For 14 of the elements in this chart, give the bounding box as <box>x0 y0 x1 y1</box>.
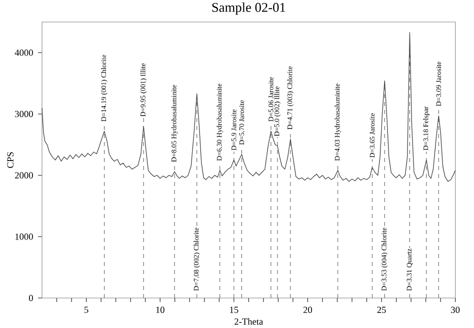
x-tick-label: 30 <box>451 306 460 313</box>
x-axis-title: 2-Theta <box>234 318 264 325</box>
x-tick-label: 10 <box>156 306 164 313</box>
x-tick-label: 5 <box>84 306 88 313</box>
chart-title: Sample 02-01 <box>212 2 286 15</box>
x-tick-label: 25 <box>377 306 386 313</box>
y-axis-title: CPS <box>7 152 14 168</box>
y-tick-label: 1000 <box>15 234 33 240</box>
y-tick-label: 2000 <box>15 172 33 178</box>
y-tick-label: 3000 <box>15 110 33 118</box>
y-tick-label: 4000 <box>14 50 33 56</box>
y-tick-label: 0 <box>28 294 33 302</box>
x-tick-label: 20 <box>303 306 312 313</box>
x-tick-label: 15 <box>230 306 238 313</box>
